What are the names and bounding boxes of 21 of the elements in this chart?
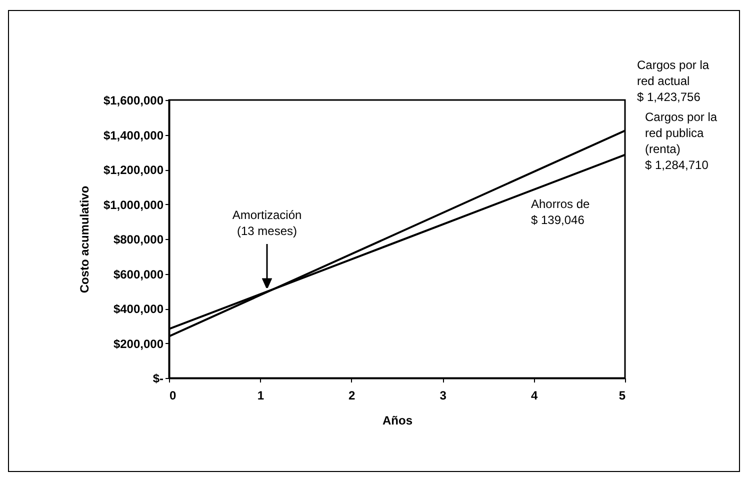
y-tick-label: $600,000: [113, 267, 164, 282]
x-tick-label: 3: [440, 388, 447, 402]
x-tick-label: 4: [530, 388, 538, 402]
y-tick-label: $1,600,000: [103, 94, 164, 108]
y-tick-label: $1,000,000: [103, 198, 164, 212]
y-tick-label: $200,000: [113, 336, 164, 351]
y-tick-label: $800,000: [113, 232, 164, 246]
text: Cargos por la red actual $ 1,423,756: [637, 58, 710, 104]
y-tick-label: $-: [152, 372, 164, 386]
y-tick-label: $400,000: [113, 302, 164, 316]
text: Cargos por la red publica (renta) $ 1,284,710: [645, 110, 718, 172]
y-axis-title: Costo acumulativo: [77, 186, 92, 294]
x-axis-title: Años: [382, 414, 413, 428]
annotation: Ahorros de $ 139,046: [531, 197, 590, 227]
y-tick-label: $1,400,000: [103, 128, 164, 142]
x-tick-label: 1: [257, 388, 264, 402]
x-tick-label: 5: [618, 388, 626, 402]
annotation: Amortización (13 meses): [232, 208, 302, 238]
y-tick-label: $1,200,000: [103, 163, 164, 177]
x-tick-label: 0: [170, 388, 176, 402]
x-tick-label: 2: [348, 388, 356, 402]
